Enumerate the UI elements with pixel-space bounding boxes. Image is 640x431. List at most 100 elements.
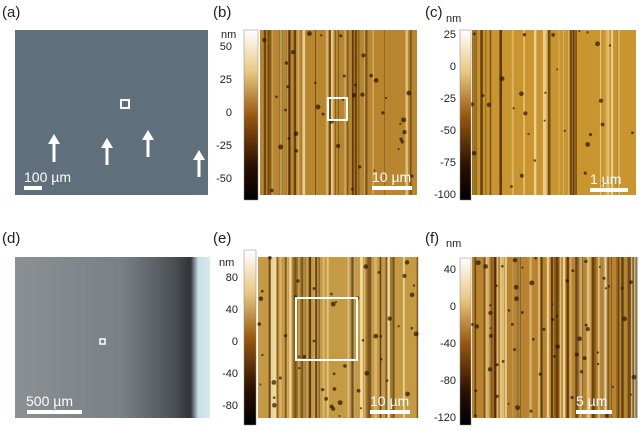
texture [489, 327, 492, 330]
texture [585, 141, 591, 147]
texture [520, 257, 521, 418]
texture [332, 372, 336, 376]
texture [586, 31, 589, 34]
texture [312, 287, 316, 291]
texture [412, 284, 416, 287]
texture [296, 257, 298, 418]
texture [572, 30, 573, 195]
texture [354, 83, 358, 87]
texture [632, 257, 634, 418]
texture [360, 257, 364, 418]
texture [534, 256, 537, 260]
texture [284, 108, 287, 112]
texture [410, 174, 414, 178]
texture [551, 303, 554, 306]
texture [272, 396, 276, 400]
scale-bar-label: 10 µm [370, 393, 409, 409]
texture [261, 353, 264, 357]
texture [601, 182, 605, 185]
texture [474, 324, 480, 329]
texture [486, 257, 490, 418]
texture [347, 257, 350, 418]
texture [330, 30, 333, 195]
texture [483, 264, 488, 269]
texture [329, 404, 334, 409]
texture [373, 78, 379, 83]
texture [603, 257, 606, 418]
texture [275, 95, 278, 99]
texture [343, 364, 347, 368]
texture [369, 73, 373, 78]
texture [290, 257, 292, 418]
texture [604, 287, 608, 290]
texture [342, 74, 346, 78]
marker [120, 99, 130, 109]
texture [620, 257, 624, 418]
texture [397, 148, 400, 151]
texture [284, 257, 287, 418]
texture [556, 257, 559, 418]
panel-label: (c) [425, 4, 443, 21]
texture [556, 68, 559, 71]
texture [605, 30, 608, 195]
texture [330, 292, 333, 296]
texture [281, 30, 283, 195]
texture [306, 31, 312, 37]
texture [583, 171, 587, 175]
panel-label: (e) [213, 230, 231, 247]
texture [279, 257, 282, 418]
colorbar-tick-label: 0 [450, 61, 456, 73]
texture [579, 370, 584, 374]
texture [558, 30, 560, 195]
texture [379, 357, 383, 361]
texture [500, 257, 503, 418]
texture [296, 279, 300, 283]
texture [272, 30, 273, 195]
texture [529, 280, 535, 286]
texture [472, 32, 476, 36]
texture [416, 257, 419, 418]
texture [501, 360, 505, 363]
texture [337, 30, 339, 195]
texture [563, 30, 565, 195]
scale-bar-label: 100 µm [24, 169, 71, 185]
texture [472, 30, 474, 195]
colorbar-tick-label: -40 [222, 368, 238, 380]
texture [401, 117, 407, 123]
texture [519, 91, 524, 97]
texture [538, 257, 540, 418]
texture [555, 344, 560, 349]
texture [513, 348, 517, 352]
texture [545, 30, 548, 195]
texture [510, 185, 513, 188]
texture [372, 30, 374, 195]
texture [572, 30, 575, 195]
texture [596, 351, 600, 354]
texture [499, 76, 505, 82]
texture [297, 30, 300, 195]
texture [516, 257, 520, 418]
texture [520, 310, 524, 314]
texture [588, 132, 593, 137]
texture [397, 325, 400, 328]
texture [470, 323, 474, 326]
texture [267, 30, 270, 195]
texture [611, 30, 614, 195]
texture [497, 257, 499, 418]
texture [287, 30, 291, 195]
texture [602, 257, 605, 418]
texture [489, 30, 492, 195]
texture [548, 30, 551, 195]
texture [326, 257, 329, 418]
scale-bar-label: 1 µm [590, 171, 621, 187]
texture [504, 257, 507, 418]
texture [618, 30, 620, 195]
texture [294, 149, 299, 153]
texture [351, 30, 353, 195]
texture [480, 30, 482, 195]
texture [475, 30, 478, 195]
texture [553, 355, 556, 358]
texture [474, 30, 476, 195]
texture [546, 257, 550, 418]
texture [569, 30, 572, 195]
